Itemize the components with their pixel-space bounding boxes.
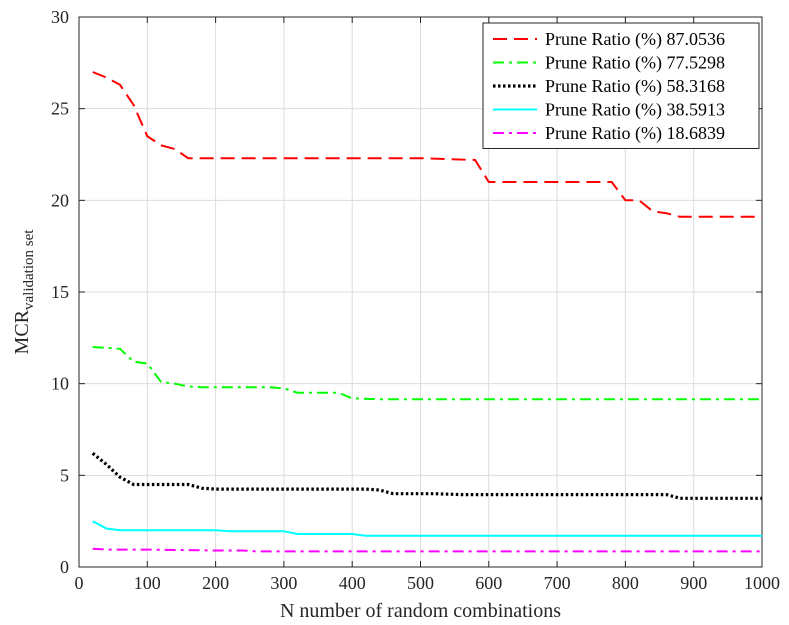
x-tick-label: 700 bbox=[544, 573, 571, 593]
x-tick-label: 300 bbox=[270, 573, 297, 593]
x-tick-label: 100 bbox=[134, 573, 161, 593]
legend-label-4: Prune Ratio (%) 38.5913 bbox=[545, 100, 725, 121]
y-axis-title: MCRvalidation set bbox=[11, 229, 37, 355]
x-tick-label: 900 bbox=[680, 573, 707, 593]
legend-label-2: Prune Ratio (%) 77.5298 bbox=[545, 53, 725, 74]
x-tick-label: 800 bbox=[612, 573, 639, 593]
x-tick-label: 600 bbox=[475, 573, 502, 593]
legend-label-1: Prune Ratio (%) 87.0536 bbox=[545, 29, 725, 50]
y-axis-title-main: MCR bbox=[11, 309, 33, 354]
y-tick-label: 20 bbox=[51, 190, 69, 210]
x-tick-label: 400 bbox=[339, 573, 366, 593]
x-tick-label: 0 bbox=[75, 573, 84, 593]
legend-label-3: Prune Ratio (%) 58.3168 bbox=[545, 76, 725, 97]
y-tick-label: 10 bbox=[51, 374, 69, 394]
y-tick-label: 15 bbox=[51, 282, 69, 302]
y-tick-label: 0 bbox=[60, 557, 69, 577]
y-tick-label: 25 bbox=[51, 99, 69, 119]
x-tick-label: 200 bbox=[202, 573, 229, 593]
y-axis-title-subscript: validation set bbox=[21, 229, 37, 310]
ticks: 0 100 200 300 400 500 600 700 800 900 1000 0 5 10 15 20… bbox=[51, 7, 780, 593]
legend: Prune Ratio (%) 87.0536 Prune Ratio (%) 7… bbox=[482, 22, 760, 149]
series-line-5 bbox=[92, 547, 762, 553]
x-tick-label: 1000 bbox=[744, 573, 780, 593]
y-tick-label: 30 bbox=[51, 7, 69, 27]
legend-label-5: Prune Ratio (%) 18.6839 bbox=[545, 123, 725, 144]
series-line-3 bbox=[91, 452, 762, 500]
x-tick-label: 500 bbox=[407, 573, 434, 593]
y-tick-label: 5 bbox=[60, 465, 69, 485]
series-lines bbox=[91, 71, 762, 553]
series-line-2 bbox=[92, 346, 762, 401]
series-line-4 bbox=[92, 520, 762, 537]
x-axis-title: N number of random combinations bbox=[280, 600, 561, 622]
series-line-1 bbox=[92, 71, 762, 218]
axis-titles: N number of random combinations MCRvalid… bbox=[11, 229, 561, 622]
